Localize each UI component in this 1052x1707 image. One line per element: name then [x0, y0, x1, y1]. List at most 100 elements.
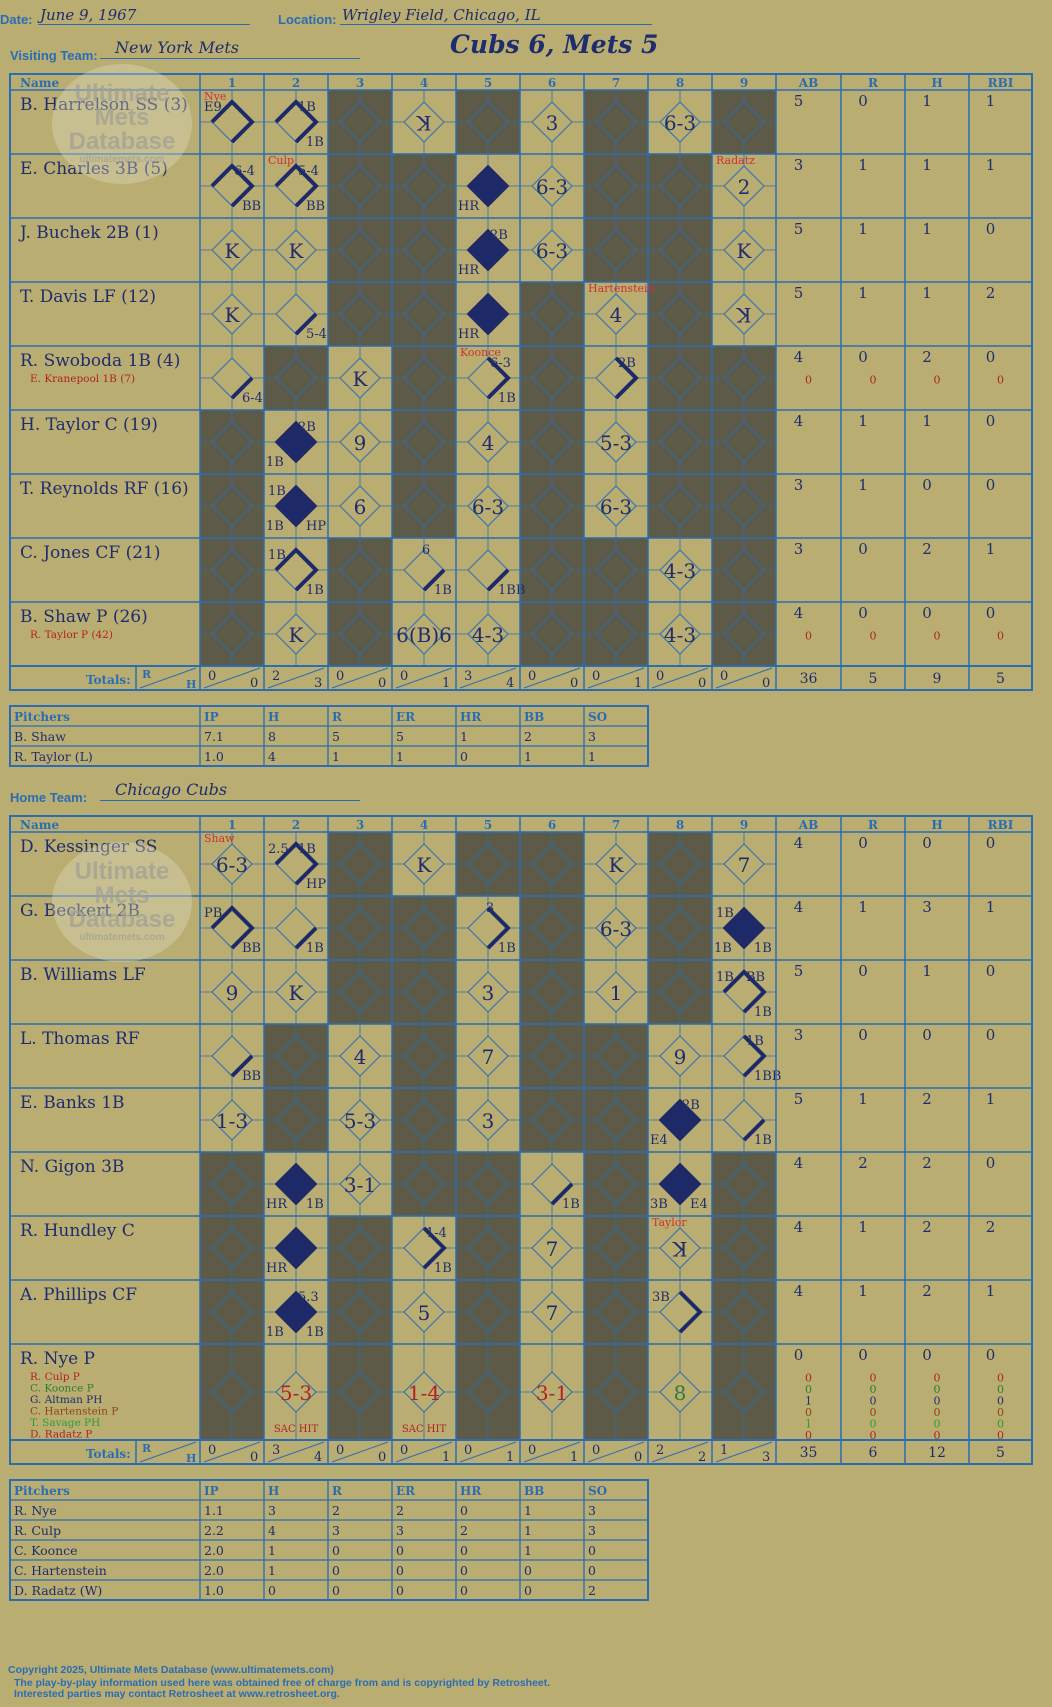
pitching-stat: 1.0 — [204, 749, 224, 764]
pitching-stat: 1 — [460, 729, 468, 744]
pitcher-name: R. Nye — [14, 1503, 57, 1518]
play-result: 7 — [738, 853, 751, 877]
pitcher-name: R. Taylor (L) — [14, 749, 93, 764]
base-diamond — [275, 613, 317, 655]
total-diagonal — [651, 1441, 709, 1463]
inning-header: 4 — [420, 76, 428, 90]
base-diamond — [595, 1035, 637, 1077]
pitching-stat: 1 — [268, 1543, 276, 1558]
totals-label: Totals: — [86, 1447, 131, 1461]
stat-value: 0 — [986, 834, 996, 852]
base-diamond — [403, 1163, 445, 1205]
inning-runs: 0 — [528, 669, 536, 684]
watermark-url: ultimatemets.com — [79, 932, 165, 943]
stat-header: RBI — [988, 76, 1014, 90]
stat-value: 2 — [858, 1154, 868, 1172]
base-diamond — [723, 1163, 765, 1205]
base-diamond — [339, 1227, 381, 1269]
play-annotation: BB — [242, 941, 261, 956]
total-diagonal — [267, 1441, 325, 1463]
pitching-header: H — [268, 710, 279, 724]
inning-hits: 0 — [250, 676, 258, 691]
stat-value: 0 — [997, 1383, 1004, 1396]
pitching-change-note: Culp — [268, 154, 294, 167]
run-scored-diamond — [274, 484, 318, 528]
base-diamond — [659, 843, 701, 885]
play-result: K — [353, 367, 369, 391]
base-diamond — [595, 1099, 637, 1141]
stat-value: 0 — [805, 1429, 812, 1442]
play-annotation: 1B — [746, 1034, 764, 1049]
base-diamond — [595, 549, 637, 591]
base-diamond — [467, 485, 509, 527]
pitching-stat: 1 — [588, 749, 596, 764]
pitching-stat: 5 — [396, 729, 404, 744]
base-diamond — [467, 1227, 509, 1269]
base-diamond — [211, 1291, 253, 1333]
total-stat: 9 — [933, 671, 942, 687]
stat-value: 0 — [934, 1429, 941, 1442]
pitching-stat: 3 — [588, 729, 596, 744]
base-diamond — [211, 1099, 253, 1141]
base-diamond — [339, 1035, 381, 1077]
footer-retrosheet-contact: Interested parties may contact Retroshee… — [14, 1688, 340, 1700]
base-diamond — [723, 1371, 765, 1413]
basepath-mark — [422, 1226, 447, 1270]
play-annotation: 1B — [298, 842, 316, 857]
rh-diagonal — [139, 1441, 197, 1463]
base-diamond — [595, 485, 637, 527]
stat-value: 0 — [997, 1406, 1004, 1419]
total-stat: 12 — [928, 1445, 946, 1461]
play-result: 6-3 — [664, 111, 696, 135]
player-name: G. Beckert 2B — [20, 901, 140, 921]
sac-hit-note: SAC HIT — [402, 1424, 447, 1435]
stat-value: 4 — [794, 1282, 804, 1300]
inning-header: 5 — [484, 76, 492, 90]
stat-value: 1 — [858, 412, 868, 430]
play-annotation: BB — [242, 1069, 261, 1084]
play-annotation: 3B — [652, 1290, 670, 1305]
play-annotation: 6-3 — [490, 356, 511, 371]
stat-value: 5 — [794, 1090, 804, 1108]
base-diamond — [723, 549, 765, 591]
stat-value: 1 — [986, 1282, 996, 1300]
pitching-stat: 1 — [524, 749, 532, 764]
game-date: June 9, 1967 — [40, 6, 137, 24]
base-diamond — [659, 101, 701, 143]
base-diamond — [275, 971, 317, 1013]
substitute-name: R. Culp P — [30, 1371, 80, 1383]
inning-header: 8 — [676, 818, 684, 832]
stat-value: 1 — [858, 1218, 868, 1236]
base-diamond — [723, 101, 765, 143]
rh-diagonal — [139, 667, 197, 689]
stat-value: 3 — [794, 540, 804, 558]
base-diamond — [531, 1099, 573, 1141]
inning-header: 6 — [548, 818, 556, 832]
visiting-team-name: New York Mets — [115, 38, 239, 57]
pitching-header: Pitchers — [14, 1484, 70, 1498]
base-diamond — [595, 971, 637, 1013]
substitute-name: E. Kranepool 1B (7) — [30, 373, 135, 385]
stat-header: RBI — [988, 818, 1014, 832]
player-name: E. Charles 3B (5) — [20, 159, 168, 179]
pitching-stat: 0 — [396, 1543, 404, 1558]
play-annotation: 1-4 — [426, 1226, 447, 1241]
basepath-mark — [742, 1118, 766, 1142]
play-annotation: 1B — [754, 1005, 772, 1020]
inning-hits: 0 — [378, 676, 386, 691]
base-diamond — [595, 613, 637, 655]
stat-value: 0 — [997, 1418, 1004, 1431]
play-annotation: 1B — [562, 1197, 580, 1212]
play-annotation: HR — [458, 199, 480, 214]
base-diamond — [339, 1163, 381, 1205]
play-annotation: 1B — [498, 941, 516, 956]
base-diamond — [403, 421, 445, 463]
base-diamond — [211, 971, 253, 1013]
substitute-name: T. Savage PH — [30, 1417, 100, 1429]
play-result: 9 — [354, 431, 367, 455]
basepath-mark — [614, 356, 639, 400]
inning-hits: 4 — [506, 676, 514, 691]
base-diamond — [403, 485, 445, 527]
stat-header: AB — [798, 818, 818, 832]
pitching-header: R — [332, 1484, 343, 1498]
